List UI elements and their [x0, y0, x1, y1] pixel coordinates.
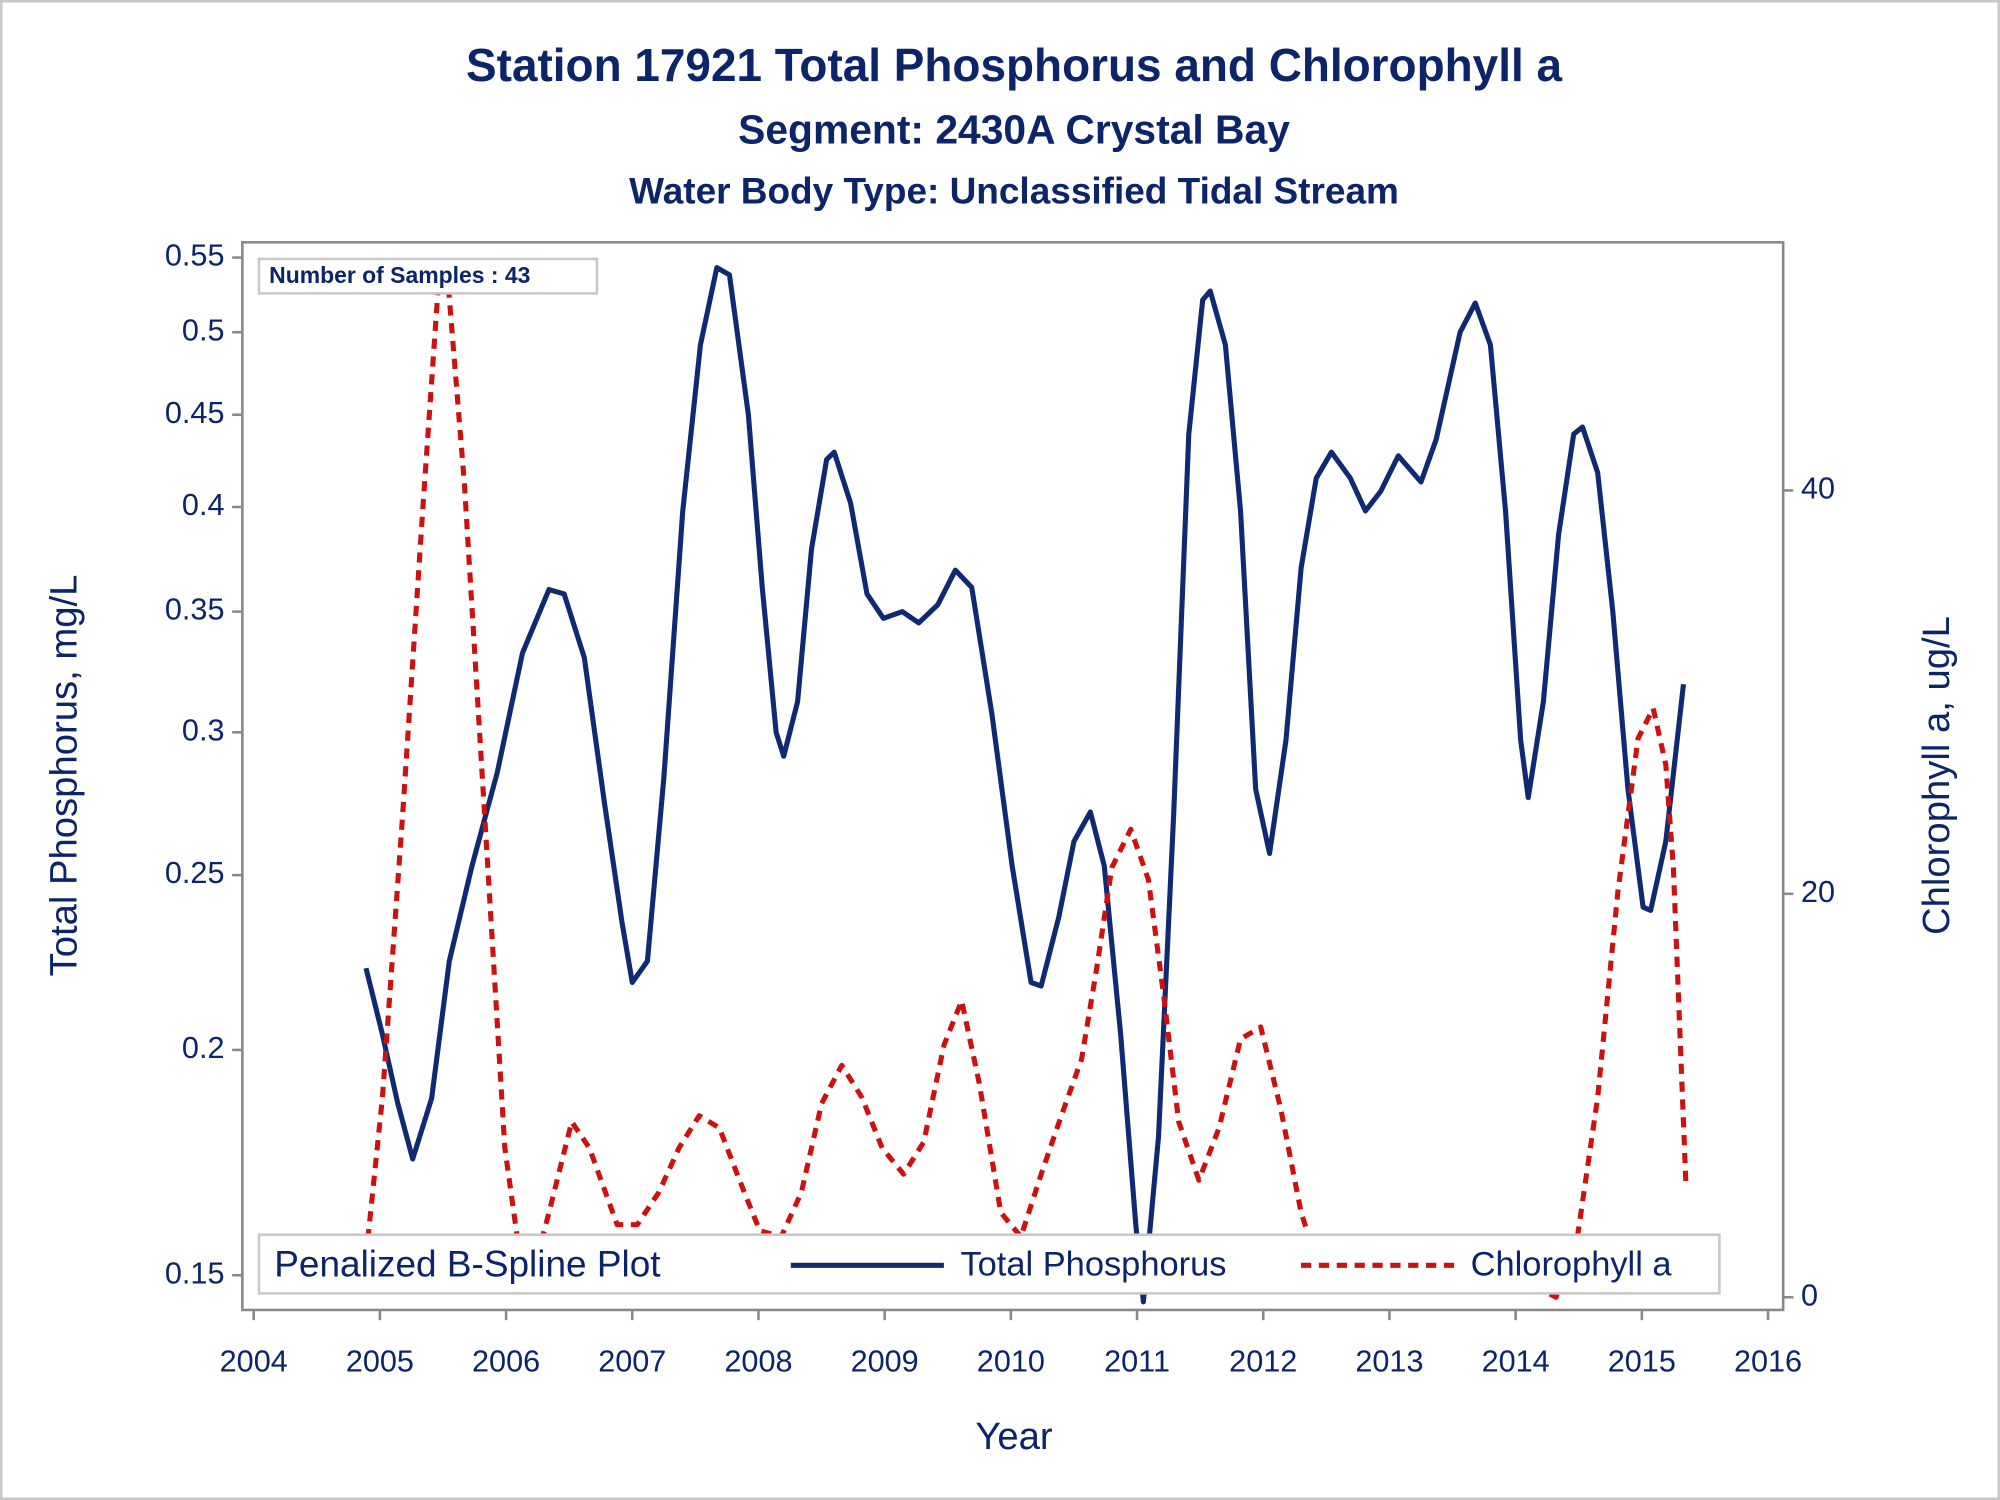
- x-tick-label: 2011: [1104, 1345, 1170, 1379]
- y2-tick-label: 0: [1801, 1278, 1818, 1312]
- legend-title: Penalized B-Spline Plot: [274, 1243, 660, 1284]
- x-tick-label: 2012: [1229, 1345, 1297, 1379]
- plot-frame: [241, 241, 1785, 1312]
- x-tick-label: 2016: [1734, 1345, 1802, 1379]
- y2-tick-label: 20: [1801, 875, 1835, 909]
- legend-box: [257, 1233, 1721, 1295]
- annotation: Number of Samples : 43: [269, 262, 530, 288]
- x-axis-label: Year: [975, 1415, 1053, 1458]
- legend-label: Chlorophyll a: [1471, 1246, 1673, 1284]
- x-tick-label: 2005: [346, 1345, 414, 1379]
- legend-label: Total Phosphorus: [960, 1246, 1226, 1284]
- x-tick-label: 2006: [472, 1345, 540, 1379]
- y-axis-label: Total Phosphorus, mg/L: [42, 575, 85, 977]
- chart-subtitle: Water Body Type: Unclassified Tidal Stre…: [629, 171, 1399, 212]
- y-tick-label: 0.45: [165, 396, 225, 430]
- annotation-box: [257, 257, 599, 295]
- x-tick-label: 2009: [851, 1345, 919, 1379]
- y-tick-label: 0.35: [165, 593, 225, 627]
- data-line: [363, 265, 1687, 1305]
- x-tick-label: 2015: [1608, 1345, 1676, 1379]
- x-tick-label: 2010: [977, 1345, 1045, 1379]
- x-tick-label: 2013: [1355, 1345, 1423, 1379]
- chart-title: Station 17921 Total Phosphorus and Chlor…: [466, 39, 1562, 91]
- y2-tick-label: 40: [1801, 472, 1835, 506]
- x-tick-label: 2007: [598, 1345, 666, 1379]
- legend: Total Phosphorus Chlorophyll a: [790, 1246, 1673, 1284]
- y-tick-label: 0.3: [182, 713, 225, 747]
- y-tick-label: 0.2: [182, 1031, 225, 1065]
- x-tick-label: 2014: [1482, 1345, 1550, 1379]
- plot-area: [363, 264, 1689, 1305]
- y-tick-label: 0.15: [165, 1256, 225, 1290]
- y-tick-label: 0.25: [165, 856, 225, 890]
- x-tick-label: 2004: [220, 1345, 288, 1379]
- x-tick-label: 2008: [724, 1345, 792, 1379]
- y2-axis-label: Chlorophyll a, ug/L: [1915, 616, 1958, 935]
- y-tick-label: 0.4: [182, 488, 225, 522]
- y-tick-label: 0.55: [165, 239, 225, 273]
- chart-subtitle: Segment: 2430A Crystal Bay: [738, 106, 1290, 152]
- y-tick-label: 0.5: [182, 313, 225, 347]
